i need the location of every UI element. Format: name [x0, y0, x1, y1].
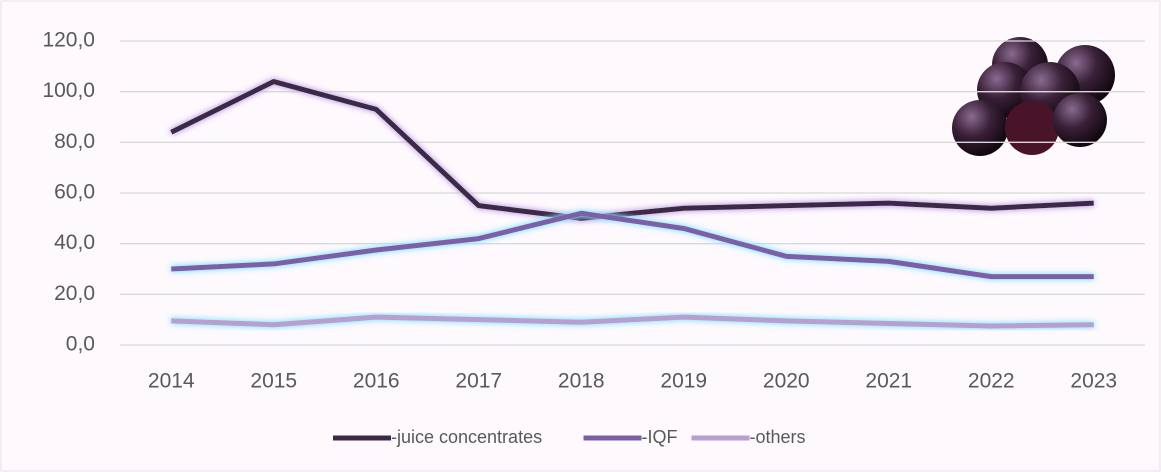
x-tick-label: 2023	[1070, 370, 1117, 393]
line-series	[170, 79, 1094, 221]
x-tick-label: 2019	[660, 370, 707, 393]
y-tick-label: 100,0	[42, 79, 95, 102]
x-tick-label: 2016	[353, 370, 400, 393]
x-tick-label: 2020	[763, 370, 810, 393]
legend-label: -IQF	[642, 427, 678, 447]
line-series	[171, 314, 1094, 329]
x-tick-label: 2022	[968, 370, 1015, 393]
x-tick-label: 2018	[558, 370, 605, 393]
legend-label: -others	[750, 427, 806, 447]
x-tick-label: 2015	[250, 370, 297, 393]
legend-label: -juice concentrates	[391, 427, 542, 447]
x-tick-label: 2014	[148, 370, 195, 393]
y-tick-label: 40,0	[54, 231, 95, 254]
y-tick-label: 20,0	[54, 282, 95, 305]
line-series	[171, 210, 1094, 280]
y-tick-label: 0,0	[66, 333, 95, 356]
legend: -juice concentrates -IQF -others	[333, 427, 806, 447]
x-tick-label: 2017	[455, 370, 502, 393]
y-tick-label: 120,0	[42, 29, 95, 52]
y-tick-label: 60,0	[54, 181, 95, 204]
x-tick-label: 2021	[865, 370, 912, 393]
y-tick-label: 80,0	[54, 130, 95, 153]
